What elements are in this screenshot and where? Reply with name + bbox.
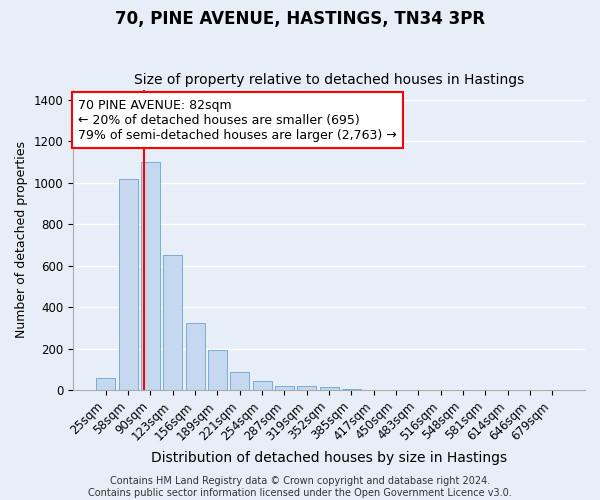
Y-axis label: Number of detached properties: Number of detached properties [15,142,28,338]
Bar [185,322,205,390]
Bar [297,386,316,390]
Text: 70, PINE AVENUE, HASTINGS, TN34 3PR: 70, PINE AVENUE, HASTINGS, TN34 3PR [115,10,485,28]
Bar [275,386,294,390]
Bar [119,178,137,390]
Bar [141,162,160,390]
Bar [230,372,249,390]
Bar [253,380,272,390]
Bar [208,350,227,390]
Text: 70 PINE AVENUE: 82sqm
← 20% of detached houses are smaller (695)
79% of semi-det: 70 PINE AVENUE: 82sqm ← 20% of detached … [78,98,397,142]
Bar [163,256,182,390]
Title: Size of property relative to detached houses in Hastings: Size of property relative to detached ho… [134,73,524,87]
Text: Contains HM Land Registry data © Crown copyright and database right 2024.
Contai: Contains HM Land Registry data © Crown c… [88,476,512,498]
Bar [342,389,361,390]
Bar [320,387,338,390]
X-axis label: Distribution of detached houses by size in Hastings: Distribution of detached houses by size … [151,451,507,465]
Bar [96,378,115,390]
